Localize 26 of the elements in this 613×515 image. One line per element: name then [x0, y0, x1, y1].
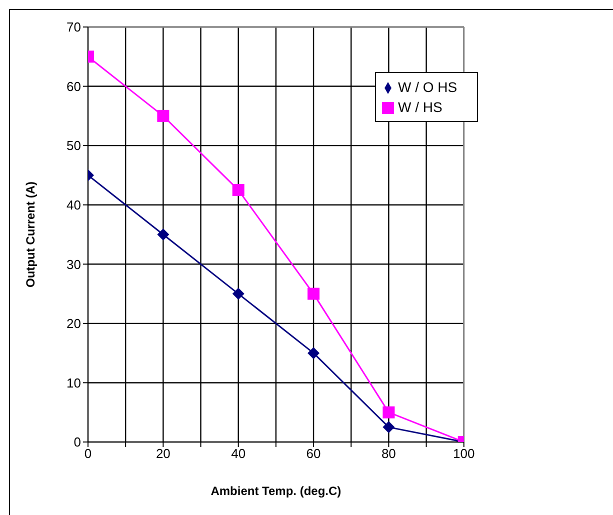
x-tick-label: 60: [306, 446, 321, 462]
y-tick-label: 10: [66, 375, 81, 390]
y-tick-label: 30: [66, 256, 81, 272]
y-tick-label: 40: [66, 197, 81, 212]
x-tick-label: 80: [381, 446, 396, 462]
y-tick-label: 0: [74, 434, 81, 450]
point: [157, 110, 170, 122]
x-tick-label: 100: [453, 446, 475, 462]
legend-label: W / O HS: [398, 79, 458, 95]
point: [308, 347, 320, 360]
y-axis-title: Output Current (A): [23, 182, 38, 288]
point: [232, 288, 244, 300]
point: [382, 406, 395, 418]
x-tick-label: 40: [231, 446, 246, 462]
point: [382, 421, 395, 434]
legend-label: W / HS: [398, 99, 442, 115]
point: [232, 184, 244, 196]
point: [157, 228, 170, 240]
y-tick-label: 60: [66, 78, 81, 94]
x-tick-label: 20: [156, 446, 170, 462]
x-axis-title: Ambient Temp. (deg.C): [210, 484, 342, 498]
x-tick-label: 0: [84, 446, 92, 462]
y-tick-label: 70: [66, 20, 81, 35]
y-tick-label: 50: [66, 138, 81, 154]
y-tick-label: 20: [66, 316, 81, 332]
point: [308, 288, 320, 300]
